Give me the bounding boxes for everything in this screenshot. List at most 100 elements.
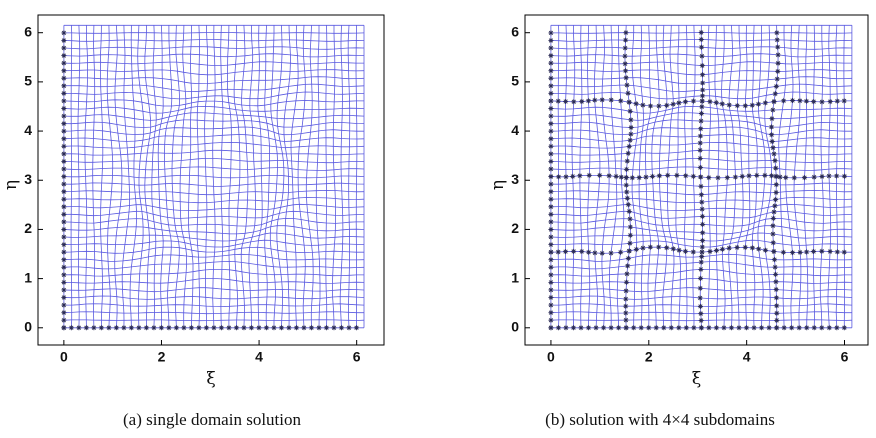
boundary-marker (751, 325, 757, 331)
boundary-marker (780, 249, 786, 255)
mesh-line (63, 119, 365, 128)
y-tick-label: 5 (511, 73, 519, 89)
mesh-line (63, 61, 364, 66)
boundary-marker (61, 295, 67, 301)
boundary-marker (706, 325, 712, 331)
boundary-marker (623, 30, 629, 36)
boundary-marker (606, 173, 612, 179)
mesh-line (63, 83, 365, 93)
boundary-marker (624, 158, 630, 164)
boundary-marker (819, 248, 825, 254)
boundary-marker (166, 325, 172, 331)
boundary-marker (173, 325, 179, 331)
boundary-marker (548, 136, 554, 142)
boundary-marker (113, 325, 119, 331)
boundary-marker (624, 189, 630, 195)
boundary-marker (762, 172, 768, 178)
mesh-line (233, 25, 241, 328)
mesh-line (63, 46, 365, 50)
mesh-line (114, 25, 123, 328)
boundary-marker (640, 102, 646, 108)
boundary-marker (676, 247, 682, 253)
boundary-marker (181, 325, 187, 331)
boundary-marker (623, 75, 629, 81)
boundary-marker (690, 249, 696, 255)
boundary-marker (647, 244, 653, 250)
boundary-marker (548, 128, 554, 134)
boundary-marker (734, 103, 740, 109)
boundary-marker (826, 173, 832, 179)
boundary-marker (674, 172, 680, 178)
boundary-marker (61, 128, 67, 134)
boundary-marker (633, 246, 639, 252)
boundary-marker (61, 317, 67, 323)
boundary-marker (698, 325, 704, 331)
boundary-marker (622, 61, 628, 67)
boundary-marker (648, 103, 654, 109)
boundary-marker (555, 249, 561, 255)
boundary-marker (623, 303, 629, 309)
boundary-marker (61, 68, 67, 74)
boundary-marker (698, 259, 704, 265)
boundary-marker (76, 325, 82, 331)
mesh-line (63, 232, 365, 242)
boundary-marker (597, 172, 603, 178)
boundary-marker (649, 173, 655, 179)
boundary-marker (771, 99, 777, 105)
mesh-line (63, 287, 365, 293)
boundary-marker (548, 113, 554, 119)
y-tick-label: 0 (511, 318, 519, 334)
boundary-marker (698, 311, 704, 317)
boundary-marker (769, 116, 775, 122)
boundary-marker (699, 249, 705, 255)
boundary-marker (789, 325, 795, 331)
boundary-marker (548, 83, 554, 89)
boundary-marker (628, 125, 634, 131)
boundary-marker (278, 325, 284, 331)
boundary-marker (682, 248, 688, 254)
boundary-marker (548, 287, 554, 293)
boundary-marker (548, 90, 554, 96)
boundary-marker (571, 248, 577, 254)
boundary-marker (331, 325, 337, 331)
boundary-marker (664, 245, 670, 251)
boundary-marker (578, 325, 584, 331)
boundary-marker (623, 325, 629, 331)
boundary-marker (755, 101, 761, 107)
boundary-marker (61, 264, 67, 270)
boundary-marker (772, 264, 778, 270)
boundary-marker (61, 242, 67, 248)
boundary-marker (608, 250, 614, 256)
boundary-marker (698, 266, 704, 272)
boundary-marker (772, 91, 778, 97)
boundary-marker (301, 325, 307, 331)
boundary-marker (624, 271, 630, 277)
boundary-marker (640, 245, 646, 251)
boundary-marker (646, 325, 652, 331)
x-tick-label: 6 (841, 349, 849, 365)
boundary-marker (293, 325, 299, 331)
boundary-marker (699, 199, 705, 205)
boundary-marker (61, 136, 67, 142)
boundary-marker (697, 295, 703, 301)
x-tick-label: 0 (60, 349, 68, 365)
boundary-marker (623, 288, 629, 294)
boundary-marker (771, 209, 777, 215)
boundary-marker (691, 325, 697, 331)
boundary-marker (773, 190, 779, 196)
axis-box (524, 14, 869, 346)
boundary-marker (548, 68, 554, 74)
boundary-marker (618, 98, 624, 104)
boundary-marker (61, 166, 67, 172)
boundary-marker (770, 215, 776, 221)
boundary-marker (548, 211, 554, 217)
boundary-marker (601, 325, 607, 331)
boundary-marker (700, 230, 706, 236)
boundary-marker (626, 143, 632, 149)
boundary-marker (563, 325, 569, 331)
boundary-marker (263, 325, 269, 331)
boundary-marker (676, 325, 682, 331)
x-axis-label: ξ (206, 369, 215, 389)
y-tick-label: 4 (24, 122, 32, 138)
boundary-marker (656, 103, 662, 109)
